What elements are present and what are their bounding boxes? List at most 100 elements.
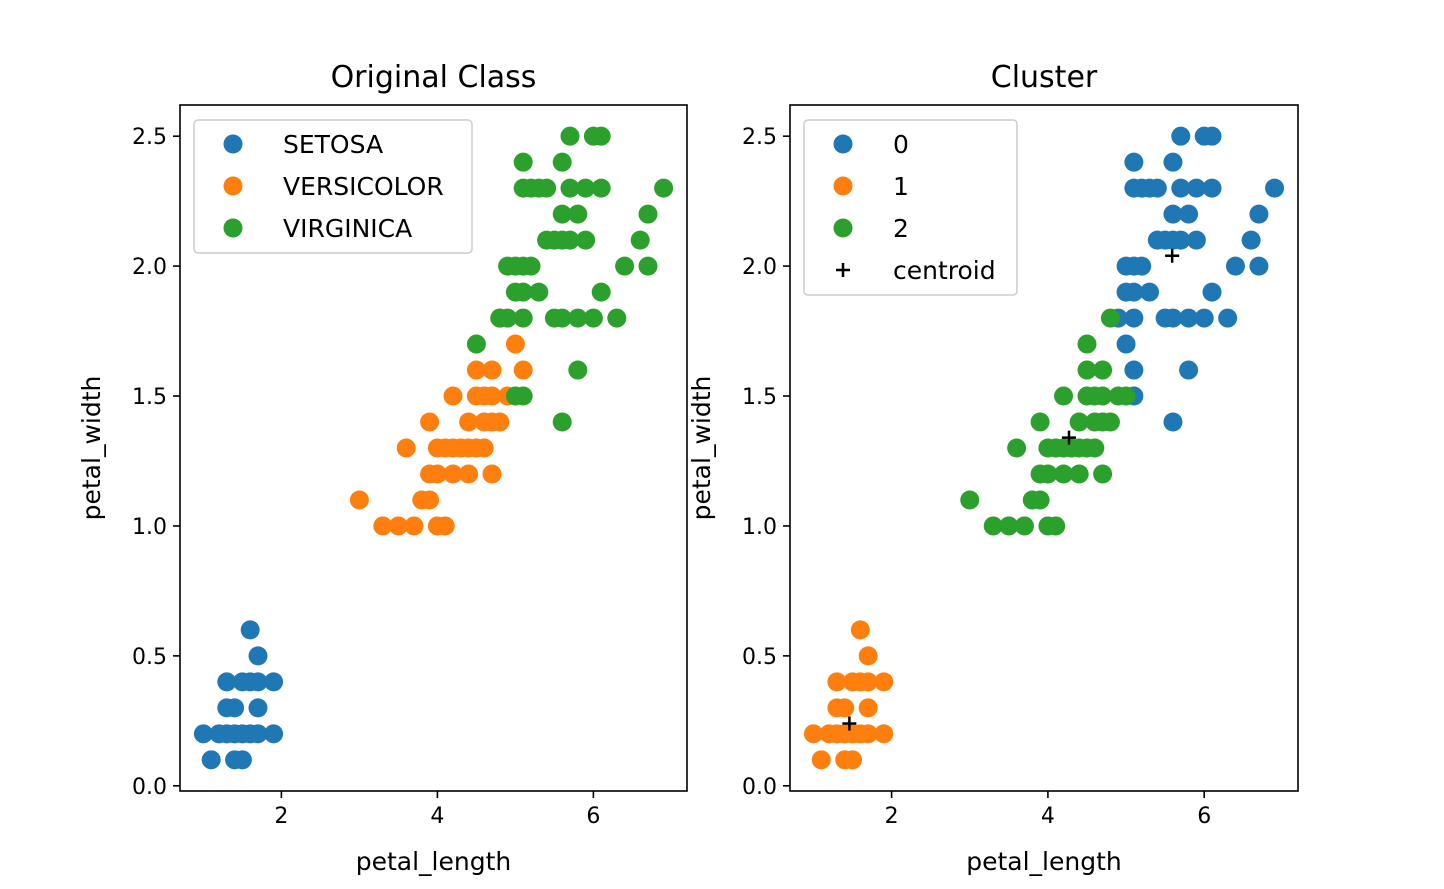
data-point <box>552 204 572 224</box>
data-point <box>1163 152 1183 172</box>
data-point <box>1163 308 1183 328</box>
data-point <box>1249 256 1269 276</box>
data-point <box>615 256 635 276</box>
data-point <box>1171 126 1191 146</box>
panel-original-class: 2 4 6 0.0 0.5 1.0 1.5 2.0 2.5 Original Class petal… <box>77 60 688 876</box>
data-point <box>960 490 980 510</box>
data-point <box>1179 360 1199 380</box>
legend-label: 1 <box>893 172 909 201</box>
data-point <box>443 464 463 484</box>
data-point <box>521 256 541 276</box>
data-point <box>513 360 533 380</box>
data-point <box>803 724 823 744</box>
data-point <box>264 724 284 744</box>
data-point <box>217 672 237 692</box>
data-point <box>552 412 572 432</box>
y-axis-label: petal_width <box>77 376 106 521</box>
data-point <box>1241 230 1261 250</box>
x-tick-label: 2 <box>885 804 899 829</box>
data-point <box>1186 178 1206 198</box>
data-point <box>1014 516 1034 536</box>
data-point <box>1225 256 1245 276</box>
data-point <box>1116 386 1136 406</box>
data-point <box>225 698 245 718</box>
centroid-marker <box>1062 430 1077 445</box>
data-point <box>1171 178 1191 198</box>
data-point <box>1100 412 1120 432</box>
data-point <box>591 282 611 302</box>
legend-label: VIRGINICA <box>283 214 412 243</box>
data-point <box>1100 308 1120 328</box>
data-point <box>843 750 863 770</box>
data-point <box>388 516 408 536</box>
legend-marker <box>223 176 243 196</box>
y-tick-label: 1.5 <box>742 385 777 410</box>
data-point <box>874 724 894 744</box>
data-point <box>1030 412 1050 432</box>
data-point <box>435 516 455 536</box>
y-axis-label: petal_width <box>687 376 716 521</box>
y-tick-label: 0.0 <box>742 775 777 800</box>
data-point <box>420 490 440 510</box>
x-axis-label: petal_length <box>356 847 512 876</box>
data-point <box>404 516 424 536</box>
data-point <box>1007 438 1027 458</box>
data-point <box>482 386 502 406</box>
data-point <box>232 750 252 770</box>
data-point <box>443 386 463 406</box>
data-point <box>576 178 596 198</box>
data-point <box>654 178 674 198</box>
data-point <box>583 308 603 328</box>
legend-box <box>803 119 1018 296</box>
data-point <box>1163 412 1183 432</box>
data-point <box>1179 308 1199 328</box>
data-point <box>1140 282 1160 302</box>
data-point <box>529 282 549 302</box>
x-tick-label: 2 <box>274 804 288 829</box>
centroid-marker <box>1165 248 1180 263</box>
data-point <box>591 178 611 198</box>
legend-label: 2 <box>893 214 909 243</box>
data-point <box>858 698 878 718</box>
data-point <box>513 282 533 302</box>
data-point <box>568 308 588 328</box>
data-point <box>850 620 870 640</box>
legend-marker <box>836 263 850 277</box>
axes-frame <box>789 104 1299 792</box>
data-point <box>1147 178 1167 198</box>
x-axis-label: petal_length <box>966 847 1122 876</box>
data-point <box>420 412 440 432</box>
data-point <box>466 360 486 380</box>
data-point <box>1046 516 1066 536</box>
data-point <box>1069 464 1089 484</box>
data-point <box>396 438 416 458</box>
data-point <box>1069 412 1089 432</box>
data-point <box>427 464 447 484</box>
legend-label: VERSICOLOR <box>283 172 444 201</box>
data-point <box>560 230 580 250</box>
data-point <box>1202 126 1222 146</box>
data-point <box>264 672 284 692</box>
data-point <box>498 308 518 328</box>
legend-label: 0 <box>893 130 909 159</box>
data-point <box>1202 282 1222 302</box>
data-point <box>1218 308 1238 328</box>
data-point <box>482 464 502 484</box>
data-point <box>591 126 611 146</box>
chart-title: Cluster <box>991 60 1098 95</box>
legend-marker <box>833 218 853 238</box>
data-point <box>607 308 627 328</box>
legend-marker <box>223 218 243 238</box>
legend-marker <box>223 134 243 154</box>
centroid-marker <box>842 716 857 731</box>
data-point <box>827 672 847 692</box>
y-tick-label: 0.0 <box>132 775 167 800</box>
data-point <box>482 360 502 380</box>
axes-frame <box>179 104 688 792</box>
data-point <box>858 646 878 666</box>
y-tick-label: 0.5 <box>132 645 167 670</box>
data-point <box>248 724 268 744</box>
data-point <box>248 698 268 718</box>
data-point <box>1116 334 1136 354</box>
